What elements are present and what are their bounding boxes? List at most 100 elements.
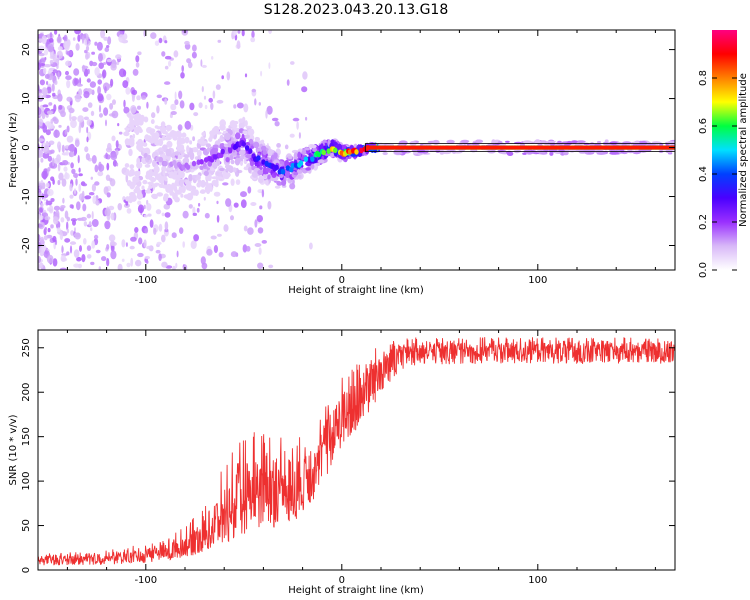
spectrogram-cell <box>85 53 89 60</box>
spectrogram-cell <box>254 219 258 228</box>
spectrogram-cell <box>268 62 271 69</box>
spectrogram-cell <box>64 210 69 219</box>
spectrogram-cell <box>210 102 214 111</box>
spectrogram-cell <box>206 248 213 256</box>
spectrogram-cell <box>66 228 70 234</box>
spectrogram-cell <box>108 234 116 242</box>
spectrogram-cell <box>505 140 510 143</box>
spectrogram-cell <box>149 172 156 176</box>
spectrogram-cell <box>154 125 159 129</box>
spectrogram-ridge <box>274 164 279 171</box>
spectrogram-cell <box>39 185 44 190</box>
spectrogram-cell <box>258 102 261 106</box>
spectrogram-cell <box>56 227 61 233</box>
spectrogram-cell <box>118 131 123 135</box>
spectrogram-cell <box>149 219 154 228</box>
spectrogram-cell <box>86 126 89 134</box>
spectrogram-cell <box>267 174 271 180</box>
spectrogram-cell <box>68 144 75 152</box>
spectrogram-cell <box>74 227 76 232</box>
spectrogram-cell <box>257 262 264 269</box>
spectrogram-cell <box>79 77 82 85</box>
spectrogram-cell <box>82 107 89 112</box>
spectrogram-cell <box>102 54 106 59</box>
spectrogram-cell <box>242 116 246 122</box>
spectrogram-cell <box>94 41 98 46</box>
spectrogram-cell <box>50 176 55 181</box>
spectrogram-cell <box>98 266 102 270</box>
spectrogram-cell <box>65 150 69 156</box>
spectrogram-cell <box>276 143 281 148</box>
spectrogram-ylabel: Frequency (Hz) <box>8 112 19 188</box>
spectrogram-cell <box>61 144 65 153</box>
spectrogram-cell <box>310 144 317 149</box>
spectrogram-cell <box>147 181 154 185</box>
spectrogram-cell <box>106 258 110 267</box>
spectrogram-ridge <box>298 160 304 166</box>
spectrogram-cell <box>144 189 152 194</box>
spectrogram-cell <box>296 121 299 130</box>
spectrogram-cell <box>204 104 208 110</box>
spectrogram-cell <box>162 130 168 135</box>
spectrogram-cell <box>61 178 67 187</box>
spectrogram-cell <box>126 112 132 118</box>
spectrogram-cell <box>230 178 235 186</box>
spectrogram-cell <box>76 256 82 262</box>
spectrogram-cell <box>98 164 105 172</box>
spectrogram-cell <box>103 62 107 65</box>
spectrogram-cell <box>667 140 675 144</box>
spectrogram-cell <box>169 131 174 137</box>
x-tick-label: -100 <box>134 575 157 586</box>
spectrogram-cell <box>136 192 143 200</box>
spectrogram-cell <box>165 148 172 157</box>
spectrogram-cell <box>137 204 145 214</box>
spectrogram-cell <box>218 251 224 258</box>
spectrogram-cell <box>146 101 149 109</box>
spectrogram-cell <box>240 199 247 209</box>
spectrogram-cell <box>38 233 41 243</box>
spectrogram-cell <box>147 213 152 217</box>
spectrogram-cell <box>42 152 50 159</box>
spectrogram-cell <box>47 155 53 162</box>
spectrogram-cell <box>296 169 303 174</box>
spectrogram-cell <box>49 38 54 43</box>
spectrogram-cell <box>123 99 126 108</box>
spectrogram-ridge <box>256 155 261 161</box>
spectrogram-cell <box>83 221 88 227</box>
spectrogram-cell <box>63 166 68 172</box>
spectrogram-cell <box>216 129 220 135</box>
spectrogram-cell <box>576 140 586 144</box>
spectrogram-cell <box>273 152 278 159</box>
spectrogram-ridge <box>220 148 225 155</box>
spectrogram-cell <box>154 40 160 46</box>
spectrogram-cell <box>68 107 75 114</box>
spectrogram-ridge <box>163 160 168 167</box>
spectrogram-cell <box>47 207 50 212</box>
spectrogram-cell <box>188 174 193 182</box>
spectrogram-cell <box>117 123 120 127</box>
spectrogram-cell <box>168 171 175 179</box>
spectrogram-ridge <box>359 147 364 154</box>
spectrogram-cell <box>57 46 63 51</box>
spectrogram-cell <box>281 179 287 186</box>
figure-title: S128.2023.043.20.13.G18 <box>264 2 449 18</box>
y-tick-label: 150 <box>21 427 32 446</box>
spectrogram-cell <box>143 214 148 218</box>
spectrogram-cell <box>180 150 184 154</box>
spectrogram-cell <box>180 193 184 198</box>
spectrogram-cell <box>238 149 246 156</box>
spectrogram-cell <box>78 183 81 192</box>
spectrogram-cell <box>143 149 151 155</box>
spectrogram-cell <box>316 162 321 166</box>
x-tick-label: 0 <box>339 575 345 586</box>
spectrogram-cell <box>80 216 87 222</box>
spectrogram-cell <box>301 149 307 156</box>
spectrogram-cell <box>206 147 211 153</box>
spectrogram-cell <box>150 177 157 183</box>
spectrogram-cell <box>223 224 229 232</box>
spectrogram-cell <box>78 88 83 97</box>
spectrogram-cell <box>94 181 100 186</box>
spectrogram-cell <box>200 179 206 188</box>
spectrogram-cell <box>171 232 177 239</box>
